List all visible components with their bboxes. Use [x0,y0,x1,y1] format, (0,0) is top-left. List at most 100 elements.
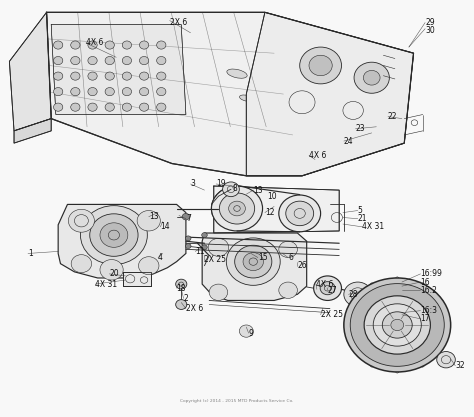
Text: 2X 25: 2X 25 [320,310,343,319]
Circle shape [100,259,123,280]
Circle shape [350,284,444,366]
Text: 16:3: 16:3 [420,306,438,315]
Text: Copyright (c) 2014 - 2015 MTD Products Service Co.: Copyright (c) 2014 - 2015 MTD Products S… [180,399,294,403]
Circle shape [182,214,190,220]
Circle shape [71,88,80,96]
Circle shape [71,255,91,273]
Circle shape [156,56,166,65]
Circle shape [105,103,114,111]
Polygon shape [46,13,413,176]
Circle shape [122,88,132,96]
Circle shape [373,304,421,346]
Circle shape [54,56,63,65]
Circle shape [209,284,228,300]
Circle shape [344,282,372,306]
Text: 21: 21 [358,214,367,223]
Text: 1: 1 [28,249,33,258]
Ellipse shape [227,69,247,78]
Circle shape [122,72,132,80]
Circle shape [239,325,253,337]
Circle shape [137,211,160,231]
Circle shape [139,41,149,49]
Circle shape [344,278,451,372]
Text: 18: 18 [177,284,186,293]
Text: 16:2: 16:2 [420,286,438,295]
Circle shape [88,103,97,111]
Text: 27: 27 [328,286,337,295]
Circle shape [300,47,341,84]
Circle shape [156,103,166,111]
Polygon shape [214,186,339,233]
Circle shape [279,241,297,258]
Circle shape [71,103,80,111]
Circle shape [176,300,187,309]
Text: 32: 32 [456,362,465,370]
Circle shape [88,56,97,65]
Circle shape [243,253,264,271]
Polygon shape [51,25,186,115]
Text: 5: 5 [358,206,363,215]
Text: 23: 23 [356,124,365,133]
Circle shape [139,72,149,80]
Text: 4X 31: 4X 31 [363,222,384,231]
Text: 13: 13 [253,186,263,195]
Circle shape [54,103,63,111]
Circle shape [202,245,207,250]
Circle shape [364,296,430,354]
Circle shape [54,41,63,49]
Text: 10: 10 [267,192,277,201]
Text: 4X 31: 4X 31 [95,280,118,289]
Text: 2X 6: 2X 6 [186,304,203,313]
Circle shape [279,195,320,232]
Text: 4: 4 [158,253,163,262]
Circle shape [105,72,114,80]
Circle shape [105,41,114,49]
Circle shape [88,88,97,96]
Circle shape [122,56,132,65]
Circle shape [139,88,149,96]
Circle shape [314,276,341,301]
Circle shape [71,41,80,49]
Circle shape [383,312,412,338]
Polygon shape [58,204,186,278]
Text: 20: 20 [109,269,119,279]
Polygon shape [246,13,413,176]
Text: 16: 16 [420,278,430,286]
Circle shape [88,72,97,80]
Circle shape [208,239,228,256]
Circle shape [100,223,128,247]
Circle shape [54,88,63,96]
Text: 2: 2 [183,294,188,303]
Circle shape [176,279,187,289]
Circle shape [139,103,149,111]
Text: 26: 26 [297,261,307,270]
Text: 7: 7 [186,214,191,223]
Circle shape [202,233,207,238]
Text: 16:99: 16:99 [420,269,442,279]
Circle shape [223,182,239,197]
Text: 4X 6: 4X 6 [316,280,333,289]
Text: 12: 12 [265,208,274,217]
Circle shape [364,70,380,85]
Text: 29: 29 [425,18,435,27]
Circle shape [68,209,94,232]
Text: 4X 6: 4X 6 [86,38,103,48]
Circle shape [185,236,191,241]
Text: 30: 30 [425,26,435,35]
Circle shape [54,72,63,80]
Circle shape [156,72,166,80]
Text: 11: 11 [195,247,205,256]
Circle shape [437,352,456,368]
Circle shape [228,201,246,216]
Circle shape [219,193,255,224]
Text: 9: 9 [248,329,254,338]
Circle shape [185,244,191,249]
Text: 19: 19 [216,179,226,188]
Circle shape [156,41,166,49]
Text: 4X 6: 4X 6 [309,151,327,160]
Circle shape [81,206,147,264]
Circle shape [138,257,159,275]
Circle shape [286,201,314,226]
Circle shape [309,55,332,76]
Polygon shape [123,272,151,286]
